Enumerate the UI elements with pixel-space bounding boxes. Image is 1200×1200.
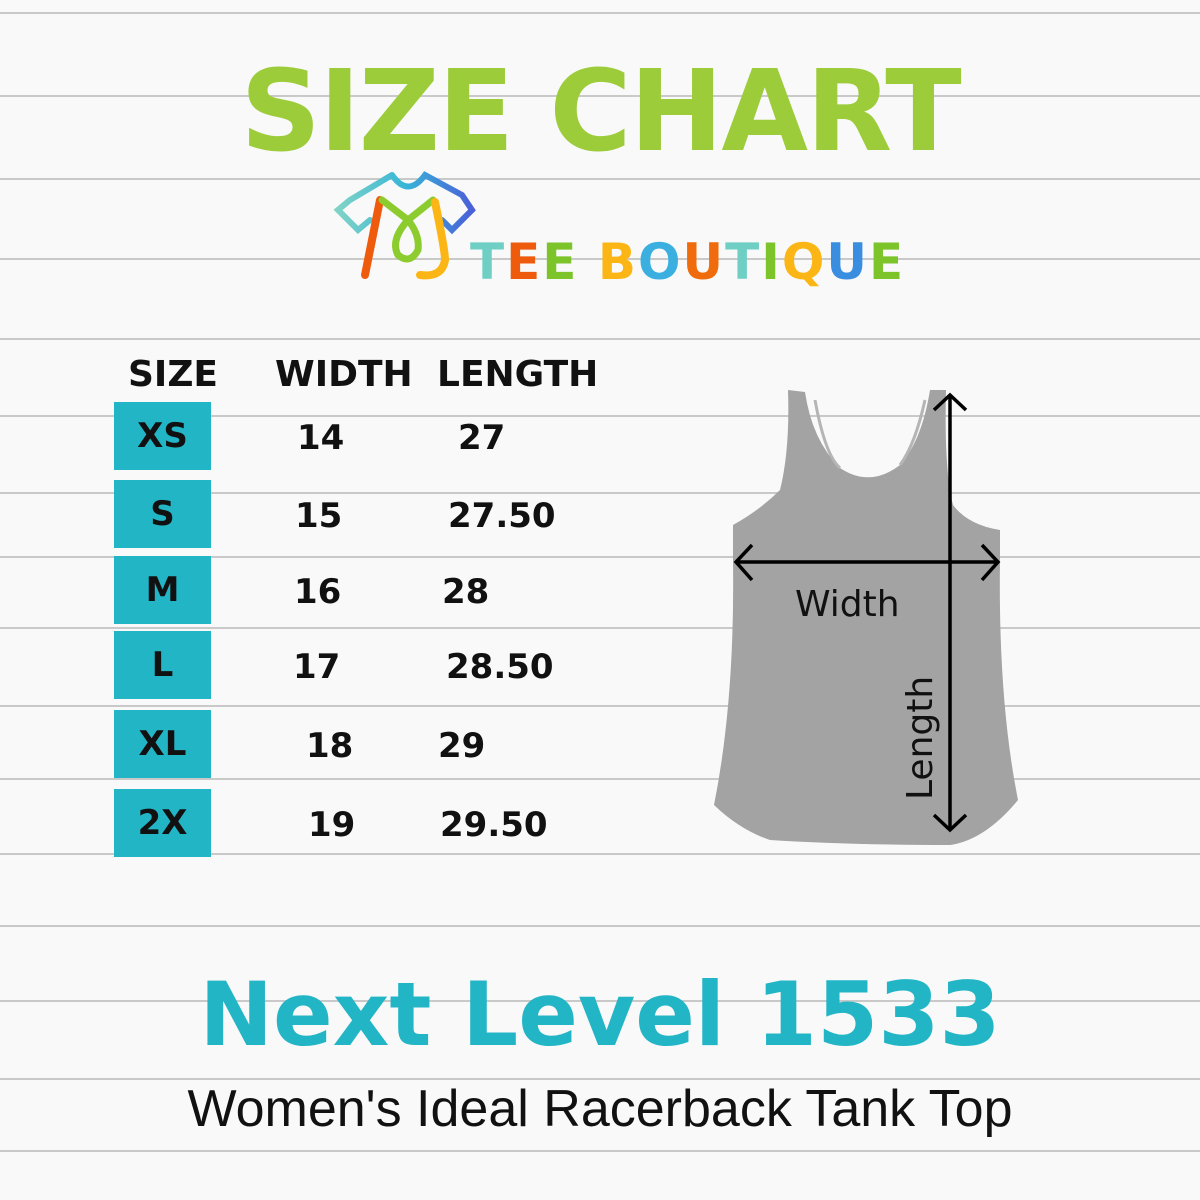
- plank-line: [0, 1000, 1200, 1002]
- size-label: XL: [138, 724, 187, 764]
- plank-line: [0, 705, 1200, 707]
- plank-line: [0, 1150, 1200, 1152]
- plank-line: [0, 338, 1200, 340]
- size-badge: M: [114, 556, 211, 624]
- size-badge: XL: [114, 710, 211, 778]
- rainbow-tshirt-icon: [333, 171, 476, 280]
- plank-line: [0, 95, 1200, 97]
- plank-line: [0, 178, 1200, 180]
- brand-letter: E: [506, 233, 543, 291]
- product-description: Women's Ideal Racerback Tank Top: [187, 1080, 1013, 1138]
- length-value: 29: [438, 726, 486, 766]
- tank-top-diagram: Width Length: [714, 390, 1018, 845]
- header-width: WIDTH: [275, 354, 413, 395]
- plank-line: [0, 556, 1200, 558]
- plank-line: [0, 925, 1200, 927]
- brand-letter: U: [826, 233, 869, 291]
- length-label: Length: [900, 676, 941, 800]
- plank-line: [0, 415, 1200, 417]
- length-value: 27: [458, 418, 506, 458]
- size-label: S: [150, 494, 175, 534]
- plank-line: [0, 12, 1200, 14]
- brand-letter: Q: [781, 233, 827, 291]
- plank-line: [0, 627, 1200, 629]
- brand-letter: U: [682, 233, 726, 291]
- brand-letter: T: [470, 233, 507, 291]
- brand-letter: B: [597, 233, 638, 291]
- size-badge: 2X: [114, 789, 211, 857]
- plank-line: [0, 258, 1200, 260]
- brand-letter: I: [761, 233, 782, 291]
- length-value: 28: [442, 572, 490, 612]
- width-value: 16: [294, 572, 342, 612]
- length-value: 29.50: [440, 805, 548, 845]
- size-badge: L: [114, 631, 211, 699]
- brand-letter: O: [637, 233, 683, 291]
- brand-logo-text: TEE BOUTIQUE: [470, 232, 905, 292]
- header-size: SIZE: [128, 354, 219, 395]
- width-value: 19: [308, 805, 356, 845]
- width-value: 14: [297, 418, 345, 458]
- size-badge: XS: [114, 402, 211, 470]
- size-label: XS: [137, 416, 188, 456]
- brand-letter: T: [725, 233, 762, 291]
- length-value: 27.50: [448, 496, 556, 536]
- page-title: SIZE CHART: [240, 47, 961, 177]
- size-label: L: [151, 645, 174, 685]
- brand-letter: E: [868, 233, 906, 291]
- plank-line: [0, 492, 1200, 494]
- width-value: 15: [295, 496, 343, 536]
- width-arrow: [733, 543, 1001, 582]
- brand-letter: [578, 233, 597, 291]
- brand-letter: E: [542, 233, 579, 291]
- size-label: 2X: [137, 803, 188, 843]
- width-value: 17: [293, 647, 341, 687]
- width-value: 18: [306, 726, 354, 766]
- model-name: Next Level 1533: [199, 963, 1001, 1066]
- length-arrow: [932, 392, 968, 833]
- size-badge: S: [114, 480, 211, 548]
- width-label: Width: [795, 584, 900, 625]
- plank-line: [0, 853, 1200, 855]
- plank-line: [0, 778, 1200, 780]
- tank-top-shape: [714, 390, 1018, 845]
- header-length: LENGTH: [437, 354, 599, 395]
- size-label: M: [145, 570, 180, 610]
- plank-line: [0, 1078, 1200, 1080]
- length-value: 28.50: [446, 647, 554, 687]
